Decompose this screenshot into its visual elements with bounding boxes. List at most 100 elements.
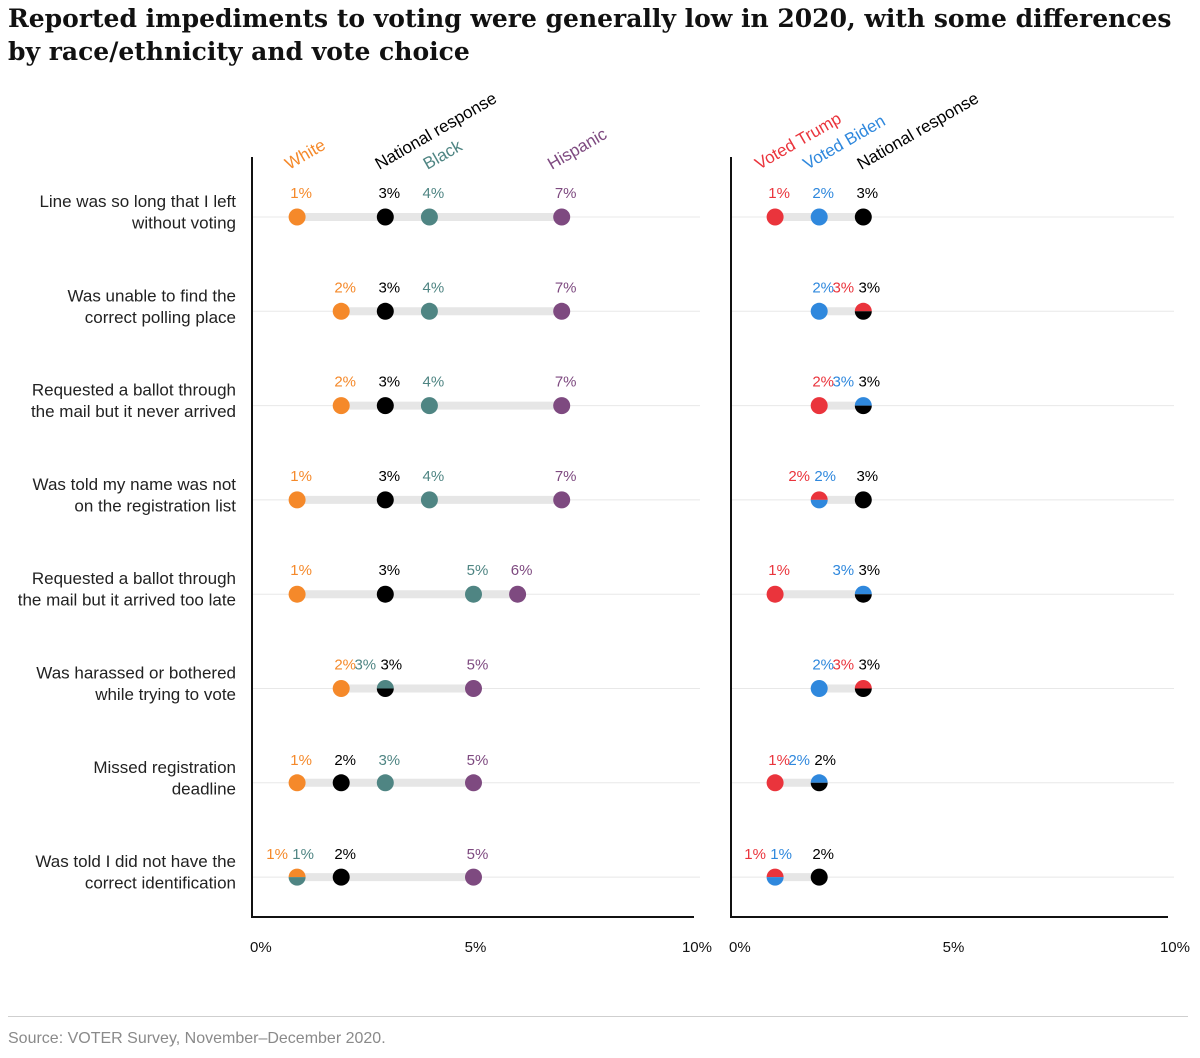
- value-label-national-response: 3%: [858, 562, 880, 579]
- x-tick-label: 10%: [1160, 939, 1190, 956]
- row-label: Requested a ballot through the mail but i…: [31, 381, 236, 422]
- value-label-national-response: 3%: [858, 657, 880, 674]
- row-label-line: Missed registration: [93, 758, 236, 777]
- dot-voted-trump-half: [810, 491, 828, 500]
- dot-black: [420, 491, 438, 509]
- value-label-black: 4%: [423, 279, 445, 296]
- row-label-line: Line was so long that I left: [39, 192, 236, 211]
- dot-black-half: [288, 877, 306, 886]
- dot-white: [288, 585, 306, 603]
- dot-national-response-half: [854, 311, 872, 320]
- dot-range-chart: Line was so long that I left without voti…: [18, 88, 1190, 956]
- dot-white: [332, 397, 350, 415]
- dot-hispanic: [553, 208, 571, 226]
- row-label: Was harassed or bothered while trying to …: [36, 664, 236, 705]
- row-label-line: Was told my name was not: [33, 475, 237, 494]
- row-label: Missed registration deadline: [93, 758, 236, 799]
- value-label-hispanic: 5%: [467, 846, 489, 863]
- dot-national-response: [376, 302, 394, 320]
- value-label-hispanic: 6%: [511, 562, 533, 579]
- value-label-white: 1%: [266, 846, 288, 863]
- x-tick-label: 0%: [250, 939, 272, 956]
- dot-national-response: [376, 397, 394, 415]
- dot-voted-biden: [810, 302, 828, 320]
- value-label-black: 5%: [467, 562, 489, 579]
- dot-voted-biden-half: [810, 774, 828, 783]
- value-label-national-response: 3%: [378, 468, 400, 485]
- dot-hispanic: [553, 397, 571, 415]
- value-label-voted-biden: 3%: [832, 374, 854, 391]
- row-label-line: while trying to vote: [94, 685, 236, 704]
- dot-hispanic: [553, 491, 571, 509]
- value-label-voted-biden: 2%: [812, 657, 834, 674]
- dot-voted-biden-half: [854, 397, 872, 406]
- dot-white: [288, 491, 306, 509]
- row-label: Line was so long that I left without voti…: [39, 192, 236, 233]
- value-label-voted-trump: 2%: [812, 374, 834, 391]
- legend-hispanic: Hispanic: [544, 124, 610, 173]
- dot-voted-trump: [766, 585, 784, 603]
- dot-white: [288, 208, 306, 226]
- dot-national-response-half: [854, 405, 872, 415]
- dot-voted-biden-half: [766, 877, 784, 886]
- value-label-national-response: 3%: [858, 279, 880, 296]
- value-label-hispanic: 7%: [555, 279, 577, 296]
- dot-national-response: [376, 491, 394, 509]
- value-label-hispanic: 7%: [555, 374, 577, 391]
- value-label-white: 1%: [290, 752, 312, 769]
- value-label-black: 4%: [423, 185, 445, 202]
- legend-white: White: [282, 135, 329, 173]
- dot-white: [288, 774, 306, 792]
- value-label-white: 1%: [290, 185, 312, 202]
- row-label-line: Requested a ballot through: [32, 381, 236, 400]
- x-tick-label: 10%: [682, 939, 712, 956]
- value-label-national-response: 3%: [856, 185, 878, 202]
- value-label-white: 2%: [334, 279, 356, 296]
- row-label-line: Was harassed or bothered: [36, 664, 236, 683]
- row-label-line: correct polling place: [85, 308, 236, 327]
- value-label-national-response: 3%: [378, 279, 400, 296]
- dot-national-response: [854, 208, 872, 226]
- dot-national-response: [376, 208, 394, 226]
- row-label-line: on the registration list: [74, 496, 236, 515]
- dot-national-response-half: [810, 782, 828, 792]
- dot-national-response-half: [376, 688, 394, 697]
- footer-divider: [8, 1016, 1188, 1017]
- dot-black: [420, 302, 438, 320]
- value-label-voted-trump: 1%: [768, 752, 790, 769]
- row-label-line: Requested a ballot through: [32, 569, 236, 588]
- value-label-national-response: 2%: [812, 846, 834, 863]
- row-label-line: correct identification: [85, 874, 236, 893]
- value-label-voted-trump: 3%: [832, 279, 854, 296]
- value-label-national-response: 2%: [814, 752, 836, 769]
- value-label-voted-biden: 2%: [812, 279, 834, 296]
- dot-voted-trump-half: [854, 680, 872, 689]
- dot-national-response: [376, 585, 394, 603]
- dot-national-response: [332, 774, 350, 792]
- row-label-line: without voting: [131, 214, 236, 233]
- dot-hispanic: [465, 868, 482, 886]
- dot-voted-trump: [766, 774, 784, 792]
- dot-voted-biden-half: [854, 585, 872, 595]
- dot-black: [420, 397, 438, 415]
- dot-white: [332, 302, 350, 320]
- value-label-hispanic: 5%: [467, 657, 489, 674]
- value-label-black: 3%: [354, 657, 376, 674]
- dot-black: [465, 585, 482, 603]
- value-label-black: 3%: [378, 752, 400, 769]
- row-label-line: deadline: [172, 779, 236, 798]
- dot-black: [420, 208, 438, 226]
- dot-hispanic: [465, 680, 482, 697]
- x-tick-label: 0%: [729, 939, 751, 956]
- value-label-voted-biden: 2%: [814, 468, 836, 485]
- value-label-hispanic: 5%: [467, 752, 489, 769]
- dot-national-response-half: [854, 594, 872, 603]
- dot-hispanic: [465, 774, 482, 792]
- value-label-voted-biden: 2%: [812, 185, 834, 202]
- dot-hispanic: [509, 585, 527, 603]
- value-label-white: 1%: [290, 468, 312, 485]
- dot-black: [376, 774, 394, 792]
- dot-voted-trump-half: [854, 302, 872, 312]
